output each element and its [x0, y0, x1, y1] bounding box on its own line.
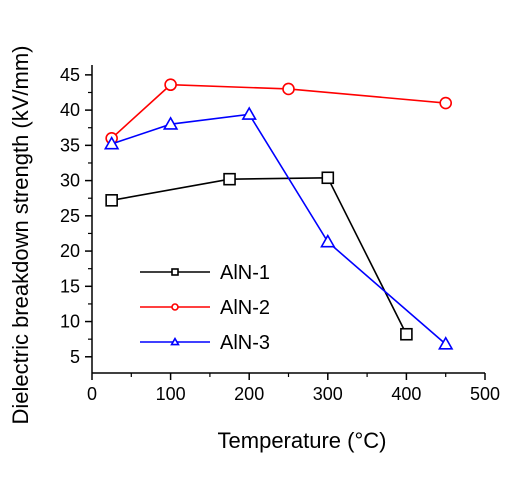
legend: AlN-1 AlN-2 AlN-3	[140, 262, 270, 354]
x-tick-label: 0	[87, 384, 97, 404]
y-tick-label: 15	[60, 276, 80, 296]
legend-label: AlN-1	[220, 262, 270, 284]
legend-label: AlN-3	[220, 332, 270, 354]
y-tick-label: 45	[60, 65, 80, 85]
x-tick-label: 200	[234, 384, 264, 404]
data-point	[162, 116, 179, 130]
data-point	[223, 172, 236, 186]
y-tick-label: 10	[60, 312, 80, 332]
series-layer	[103, 78, 454, 350]
data-point	[320, 233, 336, 248]
data-point	[400, 327, 413, 341]
data-point	[103, 136, 120, 150]
data-point	[241, 106, 257, 120]
legend-marker	[171, 303, 179, 311]
y-tick-label: 5	[70, 347, 80, 367]
series-2	[105, 78, 453, 145]
x-axis-label: Temperature (°C)	[218, 428, 387, 453]
series-1	[105, 171, 413, 341]
data-point	[437, 336, 454, 350]
x-tick-label: 500	[470, 384, 500, 404]
data-point	[164, 78, 177, 92]
series-line	[111, 176, 408, 335]
legend-label: AlN-2	[220, 297, 270, 319]
legend-marker	[171, 268, 179, 276]
data-point	[282, 82, 295, 96]
legend-marker	[170, 336, 180, 346]
y-tick-label: 25	[60, 206, 80, 226]
series-line	[111, 83, 446, 139]
ticks-layer: 0 100 200 300 400 500 5 10 15 20 25 30 35 40 45	[60, 65, 500, 404]
y-tick-label: 40	[60, 100, 80, 120]
y-tick-label: 20	[60, 241, 80, 261]
x-tick-label: 100	[156, 384, 186, 404]
x-tick-label: 300	[313, 384, 343, 404]
y-axis-label: Dielectric breakdown strength (kV/mm)	[8, 45, 33, 424]
y-tick-label: 30	[60, 171, 80, 191]
series-3	[103, 106, 454, 350]
data-point	[439, 96, 453, 110]
data-point	[321, 171, 335, 185]
x-tick-label: 400	[391, 384, 421, 404]
y-tick-label: 35	[60, 135, 80, 155]
data-point	[105, 194, 118, 207]
series-line	[111, 113, 447, 345]
